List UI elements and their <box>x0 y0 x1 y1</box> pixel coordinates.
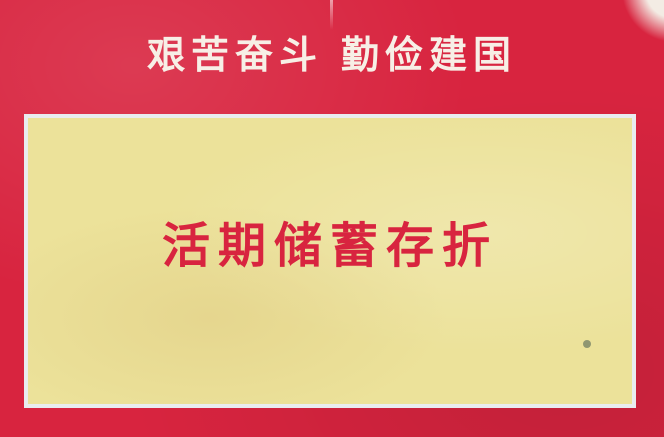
stain-speck <box>583 340 591 348</box>
title-panel: 活期储蓄存折 <box>24 114 636 408</box>
slogan-right: 勤俭建国 <box>341 33 518 77</box>
slogan-banner: 艰苦奋斗 勤俭建国 <box>0 24 664 79</box>
cover-crease <box>330 0 333 30</box>
worn-corner <box>604 0 664 50</box>
slogan-left: 艰苦奋斗 <box>146 33 323 77</box>
passbook-title: 活期储蓄存折 <box>161 218 498 274</box>
